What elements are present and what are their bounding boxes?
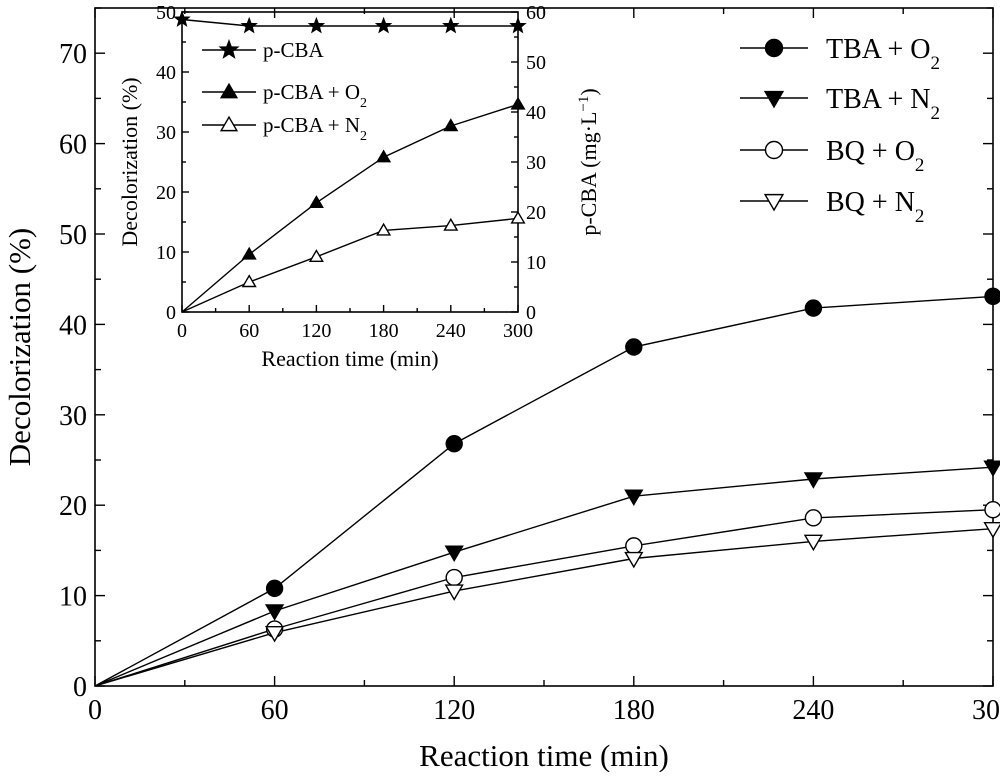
inset-legend-marker-2 xyxy=(219,115,239,132)
inset-y-tick-label: 50 xyxy=(156,2,176,24)
inset-y2-axis-label: p-CBA (mg·L−1) xyxy=(576,88,601,235)
main-legend-label-2: BQ + O2 xyxy=(826,136,924,176)
inset-series-2-marker xyxy=(241,274,257,288)
main-series-2-marker xyxy=(445,568,463,587)
inset-series-2-marker xyxy=(443,217,459,231)
main-series-3-marker xyxy=(983,522,1000,539)
inset-x-axis-label: Reaction time (min) xyxy=(261,346,438,371)
inset-series-1-marker xyxy=(308,195,324,209)
inset-legend-marker-1 xyxy=(219,82,239,99)
inset-y-tick-label: 30 xyxy=(156,122,176,144)
inset-series-1-marker xyxy=(241,246,257,260)
inset-series-2-marker xyxy=(376,222,392,236)
main-y-axis-label: Decolorization (%) xyxy=(2,228,37,466)
main-x-tick-label: 300 xyxy=(972,695,1000,726)
inset-x-tick-label: 60 xyxy=(239,320,259,342)
inset-legend-marker-0 xyxy=(218,38,240,59)
main-series-1-marker xyxy=(264,604,285,621)
main-series-0-marker xyxy=(445,435,463,453)
main-series-3-marker xyxy=(803,534,824,552)
main-x-tick-label: 120 xyxy=(433,695,475,726)
inset-series-0-marker xyxy=(307,16,326,34)
inset-legend-label-1: p-CBA + O2 xyxy=(263,80,367,111)
inset-series-line-1 xyxy=(181,103,519,313)
inset-y2-tick-label: 30 xyxy=(526,152,546,174)
inset-series-1-marker xyxy=(376,149,392,163)
main-legend-label-3: BQ + N2 xyxy=(826,187,924,227)
inset-series-0-marker xyxy=(442,16,460,34)
inset-y-tick-label: 0 xyxy=(166,302,176,324)
inset-series-line-2 xyxy=(181,217,519,313)
inset-legend-label-0: p-CBA xyxy=(263,38,325,62)
main-y-tick-label: 60 xyxy=(59,130,87,161)
main-y-tick-label: 0 xyxy=(73,672,87,703)
main-series-1-marker xyxy=(983,460,1000,478)
inset-plot-frame xyxy=(181,11,519,313)
inset-y2-tick-label: 50 xyxy=(526,52,546,74)
main-series-1-marker xyxy=(444,545,464,562)
main-legend-marker-3 xyxy=(763,193,785,212)
main-series-line-1 xyxy=(94,466,994,687)
inset-series-1-marker xyxy=(510,96,526,110)
main-legend-marker-2 xyxy=(764,140,784,160)
inset-x-tick-label: 300 xyxy=(503,320,533,342)
inset-series-0-marker xyxy=(240,16,258,34)
main-x-tick-label: 0 xyxy=(88,695,102,726)
inset-series-2-marker xyxy=(510,210,526,224)
main-legend-marker-1 xyxy=(763,90,785,109)
main-series-line-3 xyxy=(94,528,994,687)
main-series-2-marker xyxy=(804,509,823,527)
main-series-0-marker xyxy=(804,299,823,317)
main-series-1-marker xyxy=(624,489,644,506)
inset-legend-label-2: p-CBA + N2 xyxy=(263,113,367,144)
main-x-tick-label: 180 xyxy=(613,695,655,726)
main-series-0-marker xyxy=(625,338,643,356)
main-series-3-marker xyxy=(264,625,285,643)
inset-series-1-marker xyxy=(443,118,459,132)
main-series-line-2 xyxy=(94,509,994,687)
inset-series-0-marker xyxy=(173,10,191,27)
inset-y2-tick-label: 40 xyxy=(526,102,546,124)
inset-series-line-0 xyxy=(181,18,518,27)
main-series-0-marker xyxy=(265,579,284,598)
main-y-tick-label: 30 xyxy=(59,401,87,432)
main-series-0-marker xyxy=(984,287,1000,306)
main-y-tick-label: 50 xyxy=(59,220,87,251)
inset-x-tick-label: 0 xyxy=(177,320,187,342)
main-series-3-marker xyxy=(444,584,464,601)
inset-series-2-marker xyxy=(308,249,324,262)
main-legend-label-0: TBA + O2 xyxy=(826,34,940,74)
main-y-tick-label: 20 xyxy=(59,491,87,522)
main-y-tick-label: 40 xyxy=(59,310,87,341)
inset-y2-tick-label: 10 xyxy=(526,252,546,274)
inset-y2-tick-label: 60 xyxy=(526,2,546,24)
inset-x-tick-label: 180 xyxy=(369,320,399,342)
inset-series-0-marker xyxy=(509,16,527,34)
main-series-3-marker xyxy=(624,551,644,569)
main-x-axis-label: Reaction time (min) xyxy=(419,738,669,772)
inset-y-tick-label: 10 xyxy=(156,242,176,264)
main-y-tick-label: 70 xyxy=(59,39,87,70)
main-series-2-marker xyxy=(625,537,643,555)
inset-x-tick-label: 120 xyxy=(301,320,331,342)
inset-y-tick-label: 20 xyxy=(156,182,176,204)
main-legend-label-1: TBA + N2 xyxy=(826,84,940,124)
inset-y2-tick-label: 0 xyxy=(526,302,536,324)
inset-series-0-marker xyxy=(374,16,393,34)
main-x-tick-label: 240 xyxy=(792,695,834,726)
inset-y-axis-label: Decolorization (%) xyxy=(117,77,142,246)
main-series-line-0 xyxy=(94,295,994,687)
main-x-tick-label: 60 xyxy=(261,695,289,726)
inset-x-tick-label: 240 xyxy=(436,320,466,342)
main-series-1-marker xyxy=(803,472,824,489)
inset-y-tick-label: 40 xyxy=(156,62,176,84)
inset-y2-tick-label: 20 xyxy=(526,202,546,224)
main-y-tick-label: 10 xyxy=(59,582,87,613)
main-series-2-marker xyxy=(984,501,1000,519)
main-legend-marker-0 xyxy=(764,38,784,58)
